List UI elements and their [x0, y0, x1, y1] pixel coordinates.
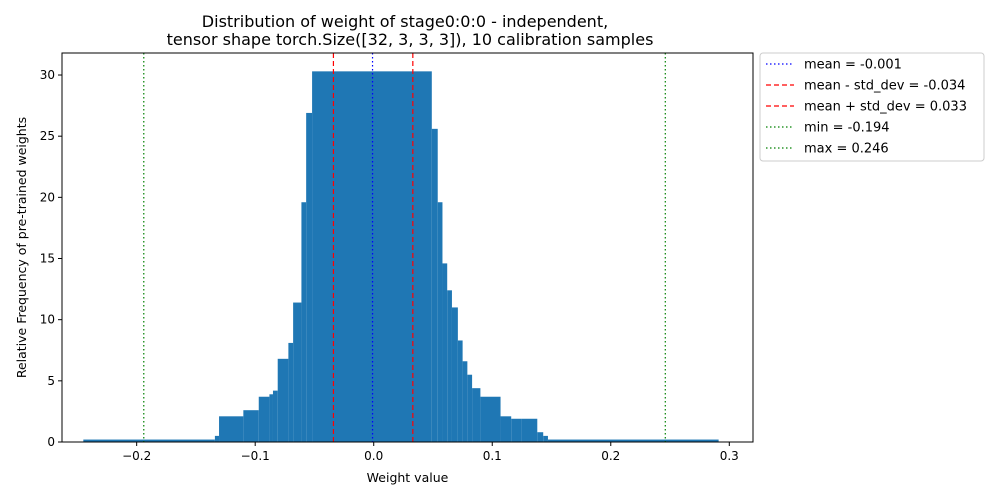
plot-frame: [61, 52, 754, 443]
x-tick-label: 0.2: [601, 449, 620, 463]
y-axis-ticks: 0 5 10 15 20 25 30: [40, 68, 62, 449]
legend: mean = -0.001 mean - std_dev = -0.034 mean…: [759, 52, 985, 162]
y-tick-label: 30: [40, 68, 55, 82]
legend-label: min = -0.194: [804, 121, 890, 136]
histogram-bar: [288, 342, 294, 442]
legend-label: mean + std_dev = 0.033: [804, 100, 967, 115]
chart-title-line-2: tensor shape torch.Size([32, 3, 3, 3]), …: [167, 30, 654, 49]
histogram-bar: [301, 202, 307, 442]
histogram-bar: [457, 340, 463, 442]
chart-title-line-1: Distribution of weight of stage0:0:0 - i…: [202, 12, 608, 31]
histogram-bar: [258, 396, 270, 442]
x-tick-label: −0.1: [241, 449, 270, 463]
histogram-bar: [442, 263, 448, 442]
histogram-bar: [243, 410, 259, 442]
reference-lines: [143, 53, 666, 442]
histogram-bar: [462, 361, 468, 442]
histogram-bar: [272, 390, 278, 442]
y-axis-label: Relative Frequency of pre-trained weight…: [14, 117, 29, 378]
histogram-bar: [537, 432, 544, 442]
y-tick-label: 25: [40, 129, 55, 143]
y-tick-label: 10: [40, 313, 55, 327]
histogram-bar: [547, 439, 719, 442]
x-axis-ticks: −0.2 −0.1 0.0 0.1 0.2 0.3: [122, 442, 739, 463]
histogram-bar: [451, 307, 458, 442]
legend-frame: [759, 52, 985, 162]
histogram-bar: [214, 435, 220, 442]
y-tick-label: 15: [40, 252, 55, 266]
y-tick-label: 0: [47, 435, 55, 449]
histogram-bar: [447, 290, 452, 442]
histogram-bar: [480, 396, 501, 442]
x-tick-label: 0.1: [483, 449, 502, 463]
x-tick-label: −0.2: [122, 449, 151, 463]
histogram-bar: [277, 358, 289, 442]
histogram-bar: [306, 112, 313, 443]
histogram-bar: [511, 418, 522, 442]
histogram-bar: [472, 388, 481, 442]
y-tick-label: 20: [40, 190, 55, 204]
histogram-bar: [431, 128, 438, 442]
histogram-bar: [521, 418, 538, 442]
x-tick-label: 0.3: [720, 449, 739, 463]
x-tick-label: 0.0: [364, 449, 383, 463]
histogram-bar: [467, 374, 473, 442]
histogram-bars: [83, 71, 719, 443]
histogram-bar: [269, 394, 273, 442]
y-tick-label: 5: [47, 374, 55, 388]
x-axis-label: Weight value: [367, 470, 449, 485]
histogram-bar: [293, 302, 302, 442]
histogram-bar: [543, 435, 548, 442]
legend-label: mean - std_dev = -0.034: [804, 79, 965, 94]
histogram-bar: [437, 202, 443, 442]
histogram-bar: [500, 416, 512, 442]
legend-label: max = 0.246: [804, 142, 889, 157]
legend-label: mean = -0.001: [804, 58, 902, 73]
histogram-bar: [219, 416, 244, 442]
histogram-bar: [83, 439, 215, 442]
